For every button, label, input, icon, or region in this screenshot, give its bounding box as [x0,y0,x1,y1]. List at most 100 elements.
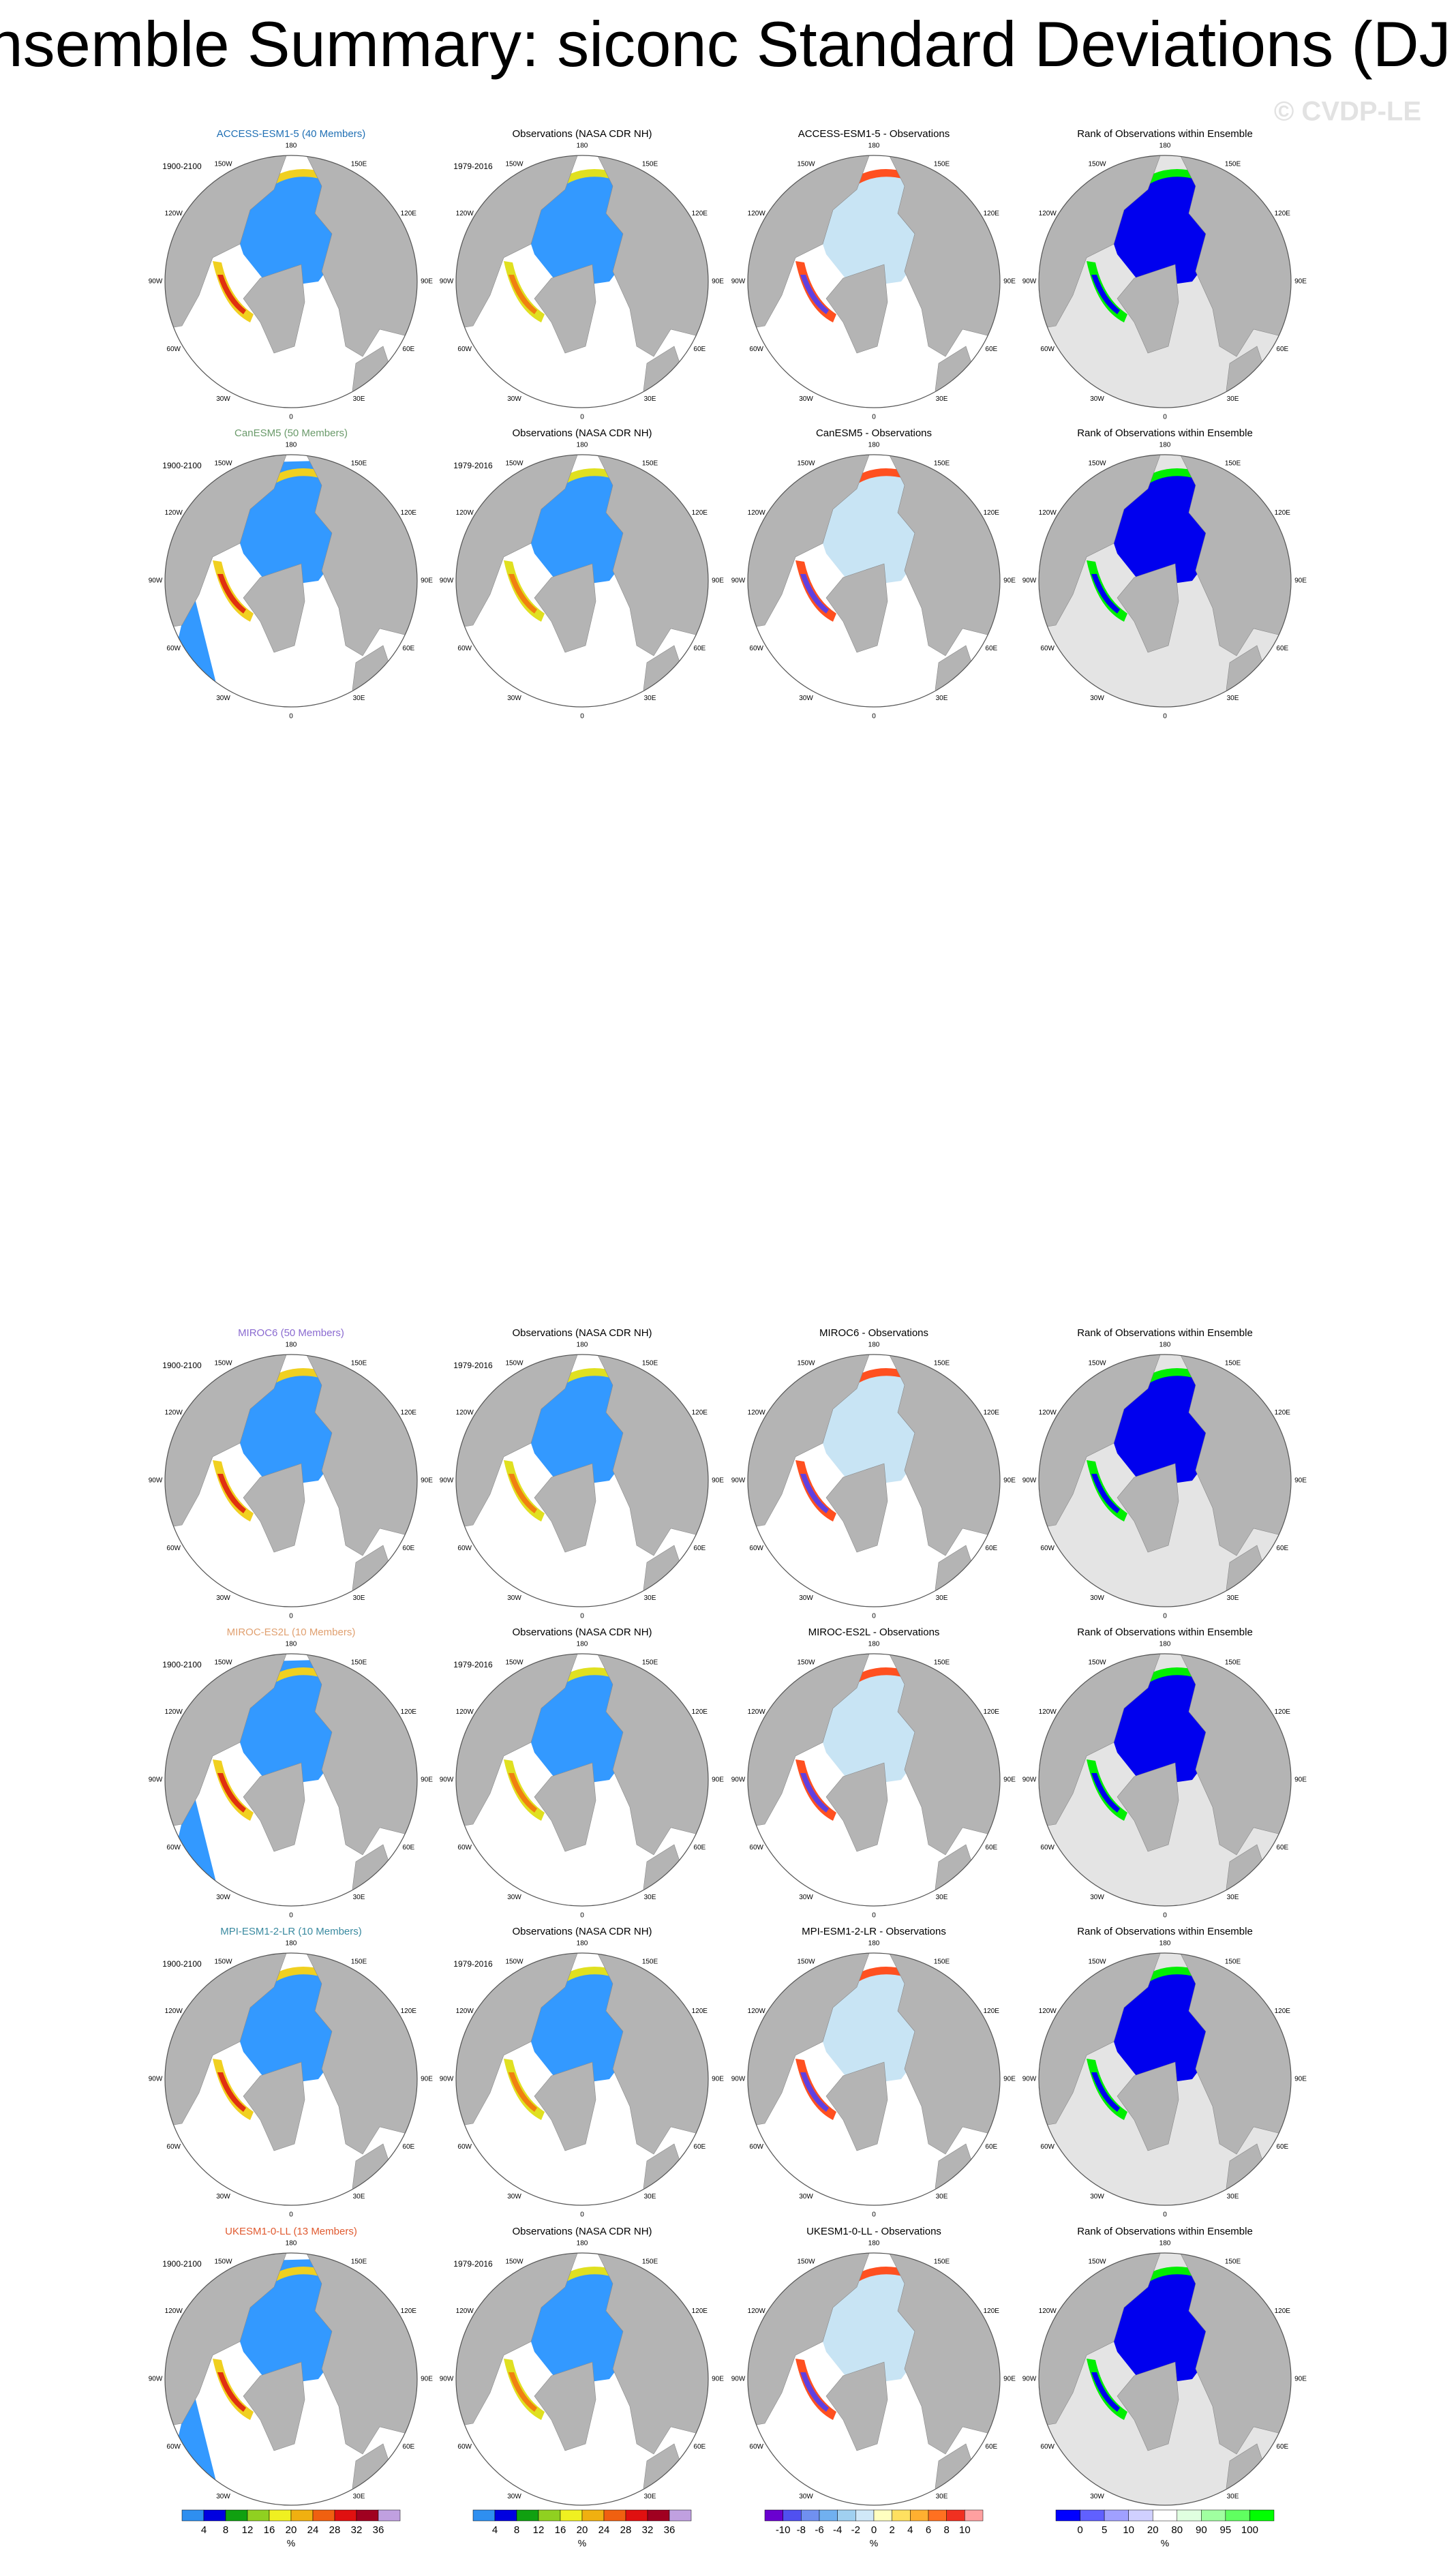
colorbar-box [783,2509,802,2522]
lon-label: 60E [693,645,706,652]
lon-label: 120W [748,2008,766,2015]
lon-label: 30W [216,695,230,702]
lon-label: 60W [166,1545,181,1552]
lon-label: 150W [505,1659,524,1666]
map-content [456,2253,708,2505]
lon-label: 120W [1039,2008,1057,2015]
polar-map: 180 150E 120E 90E 60E 30E 0 30W 60W 90W 120W 150W [731,1342,1016,1620]
lon-label: 30W [507,2493,521,2500]
panel-title: Rank of Observations within Ensemble [1077,427,1253,439]
panel-title: Rank of Observations within Ensemble [1077,128,1253,140]
lon-label: 180 [1159,2240,1171,2248]
lon-label: 60E [693,346,706,353]
panel-title: Rank of Observations within Ensemble [1077,1327,1253,1339]
lon-label: 150E [642,1958,658,1965]
land [1117,563,1179,653]
period-label: 1979-2016 [453,162,493,171]
polar-map: 180 150E 120E 90E 60E 30E 0 30W 60W 90W 120W 150W [1022,1342,1307,1620]
lon-label: 120W [748,2308,766,2315]
land [534,264,596,354]
colorbar-box [1249,2509,1275,2522]
lon-label: 120E [692,210,708,217]
lon-label: 60W [1040,645,1055,652]
lon-label: 30E [936,695,948,702]
colorbar-tick-label: 10 [1123,2524,1134,2536]
lon-label: 120E [401,1708,417,1716]
map-border [164,1354,418,1607]
lon-label: 180 [286,1940,297,1948]
lon-label: 0 [872,1613,876,1620]
lon-label: 90E [712,1477,724,1485]
lon-label: 30W [216,1894,230,1901]
lon-label: 180 [286,1641,297,1648]
map-content [1039,155,1291,408]
panel-title: Observations (NASA CDR NH) [512,128,652,140]
lon-label: 0 [580,1613,584,1620]
lon-label: 60E [402,2143,414,2151]
colorbar-box [910,2509,929,2522]
lon-label: 90W [1022,1477,1037,1485]
colorbar-box [873,2509,892,2522]
colorbar-tick-label: 8 [943,2524,949,2536]
lon-label: 90W [731,278,746,286]
colorbar-box [819,2509,838,2522]
colorbar-tick-label: 28 [329,2524,341,2536]
panel-title: MIROC6 - Observations [819,1327,928,1339]
lon-label: 150E [351,1659,367,1666]
land [243,2361,305,2451]
lon-label: 0 [580,2211,584,2219]
land [1117,2061,1179,2151]
lon-label: 90W [149,1776,163,1784]
lon-label: 150E [1225,2258,1241,2265]
land [534,563,596,653]
lon-label: 90W [149,278,163,286]
lon-label: 30E [1227,1594,1239,1602]
colorbar-tick-label: 32 [642,2524,654,2536]
panel-title: Rank of Observations within Ensemble [1077,1926,1253,1937]
lon-label: 0 [872,1912,876,1920]
map-content [165,1654,417,1906]
lon-label: 120E [692,1708,708,1716]
lon-label: 150W [797,2258,815,2265]
lon-label: 150W [214,1958,232,1965]
lon-label: 60W [1040,1545,1055,1552]
lon-label: 180 [577,1342,588,1349]
colorbar-box [837,2509,856,2522]
map-border [164,155,418,408]
lon-label: 60E [985,346,997,353]
panel-title: CanESM5 (50 Members) [234,427,348,439]
lon-label: 180 [286,2240,297,2248]
lon-label: 120W [165,210,183,217]
lon-label: 150W [1088,1359,1106,1367]
lon-label: 90E [1294,1477,1307,1485]
colorbar-tick-label: 12 [533,2524,545,2536]
polar-map: 180 150E 120E 90E 60E 30E 0 30W 60W 90W 120W 150W [1022,1940,1307,2219]
map-border [164,2252,418,2506]
lon-label: 30W [507,2193,521,2200]
lon-label: 150E [351,1958,367,1965]
lon-label: 60E [985,2443,997,2451]
lon-label: 150E [1225,160,1241,168]
lon-label: 180 [1159,1641,1171,1648]
lon-label: 180 [1159,442,1171,449]
lon-label: 90W [149,2076,163,2083]
period-label: 1900-2100 [162,1959,202,1969]
lon-label: 90W [149,577,163,585]
lon-label: 150W [214,2258,232,2265]
map-content [165,1953,417,2205]
lon-label: 30E [353,1594,365,1602]
lon-label: 0 [1163,2211,1167,2219]
period-label: 1900-2100 [162,1660,202,1669]
lon-label: 30W [799,2193,813,2200]
lon-label: 90E [1294,1776,1307,1784]
lon-label: 180 [286,1342,297,1349]
panel-title: ACCESS-ESM1-5 (40 Members) [217,128,365,140]
colorbar-unit: % [870,2538,878,2549]
lon-label: 120W [456,1708,474,1716]
polar-map: 180 150E 120E 90E 60E 30E 0 30W 60W 90W 120W 150W [440,1342,725,1620]
lon-label: 90W [440,2376,454,2383]
lon-label: 30E [936,2493,948,2500]
land [825,563,888,653]
lon-label: 30E [1227,2193,1239,2200]
